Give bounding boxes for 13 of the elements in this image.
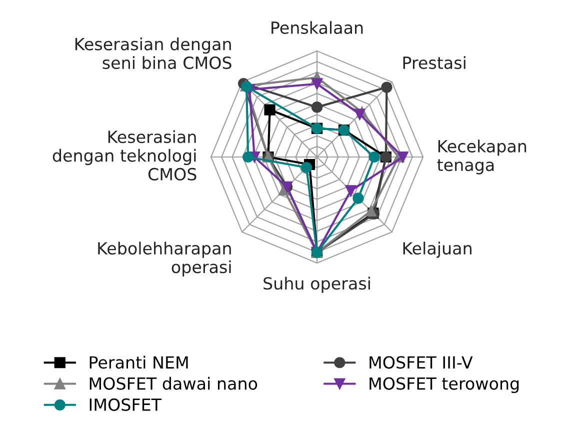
legend-label: Peranti NEM [90, 356, 188, 369]
spoke-label: Prestasi [403, 56, 466, 70]
spoke-label: Kelajuan [403, 242, 472, 258]
spoke-label: Kebolehharapan operasi [98, 242, 231, 276]
spoke-label: Suhu operasi [264, 276, 370, 293]
legend-label: MOSFET terowong [370, 377, 519, 394]
spoke-label: Keserasian dengan teknologi CMOS [52, 130, 196, 180]
spoke-label: Keserasian dengan seni bina CMOS [75, 38, 232, 70]
legend-label: MOSFET dawai nano [90, 376, 258, 390]
legend-label: IMOSFET [90, 398, 162, 411]
spoke-label: Kecekapan tenaga [437, 140, 526, 174]
spoke-label: Penskalaan [272, 21, 363, 34]
legend-label: MOSFET III-V [370, 356, 473, 369]
